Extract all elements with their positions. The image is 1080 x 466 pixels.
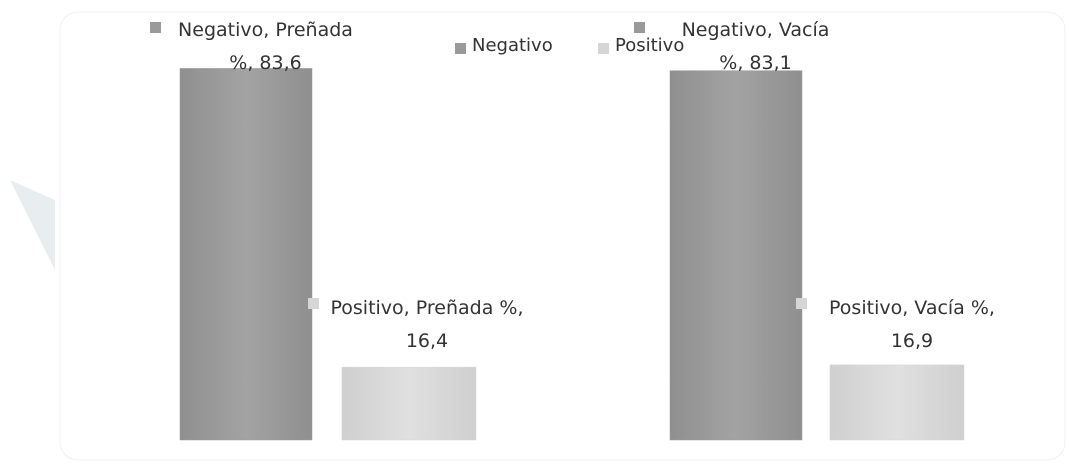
bar <box>669 70 803 441</box>
label-marker <box>150 22 161 33</box>
legend-label: Positivo <box>615 35 685 56</box>
bar <box>341 366 477 441</box>
legend-label: Negativo <box>472 35 553 56</box>
data-label: Positivo, Preñada %, 16,4 <box>330 297 524 352</box>
chart-border <box>59 11 1066 461</box>
label-marker <box>308 298 319 309</box>
legend-marker <box>598 43 609 54</box>
label-marker <box>796 298 807 309</box>
bar <box>829 364 965 441</box>
data-label: Negativo, Vacía %, 83,1 <box>681 19 830 74</box>
data-label: Negativo, Preñada %, 83,6 <box>178 19 353 74</box>
label-marker <box>634 22 645 33</box>
legend-marker <box>455 43 466 54</box>
data-label: Positivo, Vacía %, 16,9 <box>829 297 995 352</box>
decoration <box>10 180 55 270</box>
bar <box>179 68 313 441</box>
